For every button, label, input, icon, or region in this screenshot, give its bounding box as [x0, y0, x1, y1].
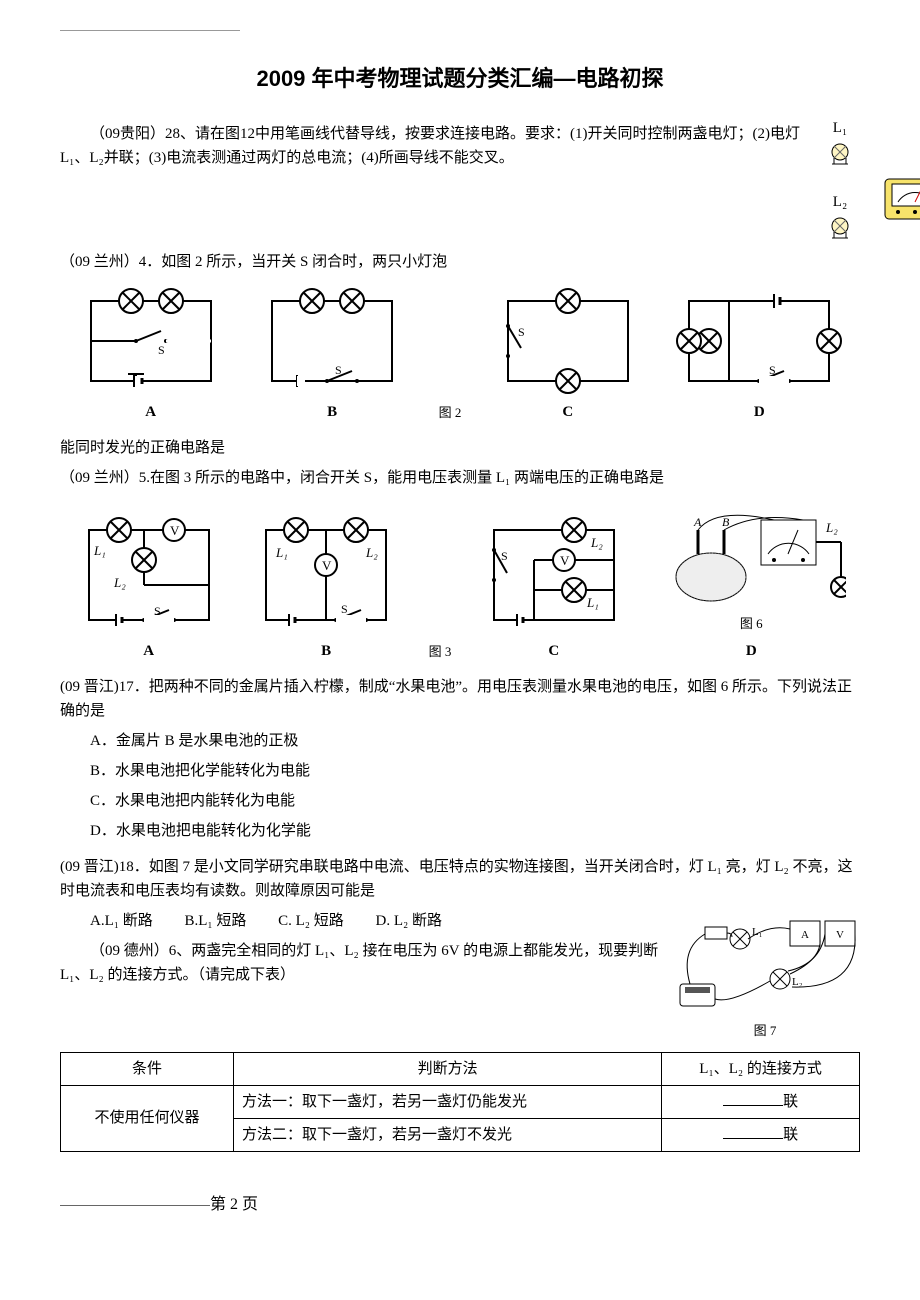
- svg-text:S: S: [158, 343, 165, 357]
- opt3-a: A: [74, 639, 224, 663]
- q3-stem: （09 兰州）5.在图 3 所示的电路中，闭合开关 S，能用电压表测量 L₁ 两…: [60, 466, 860, 490]
- q5-opt-c: C. L₂ 短路: [278, 913, 344, 929]
- svg-text:S: S: [518, 325, 525, 339]
- svg-text:L₂: L₂: [590, 535, 603, 550]
- opt-label-c: C: [493, 400, 643, 424]
- page-footer: 第 2 页: [60, 1192, 860, 1218]
- circuit-d: S D: [674, 286, 844, 424]
- q5-opt-b: B.L₁ 短路: [184, 913, 246, 929]
- svg-text:L₁: L₁: [93, 543, 106, 558]
- label-l2: L₂: [833, 194, 847, 210]
- q6-table: 条件 判断方法 L₁、L₂ 的连接方式 不使用任何仪器 方法一：取下一盏灯，若另…: [60, 1052, 860, 1152]
- q4-opt-b: B．水果电池把化学能转化为电能: [60, 759, 860, 783]
- th-cond: 条件: [61, 1052, 234, 1085]
- bulb-icon: [820, 214, 860, 244]
- opt-label-a: A: [76, 400, 226, 424]
- q2-circuits: S A: [60, 286, 860, 424]
- fig6-label: 图 6: [656, 614, 846, 635]
- q1-components: L₁ L₂: [820, 116, 860, 244]
- svg-text:V: V: [170, 523, 180, 538]
- bulb-icon: [820, 140, 860, 170]
- svg-text:L₂: L₂: [792, 976, 803, 988]
- blank-2[interactable]: [723, 1124, 783, 1139]
- svg-text:L₂: L₂: [365, 545, 378, 560]
- circuit3-a: L₁ V L₂ S A: [74, 515, 224, 663]
- svg-text:S: S: [501, 549, 508, 563]
- circuit-a: S A: [76, 286, 226, 424]
- question-5: (09 晋江)18．如图 7 是小文同学研究串联电路中电流、电压特点的实物连接图…: [60, 849, 860, 1042]
- q4-stem: (09 晋江)17．把两种不同的金属片插入柠檬，制成“水果电池”。用电压表测量水…: [60, 675, 860, 723]
- label-l1: L₁: [833, 120, 847, 136]
- svg-text:S: S: [335, 363, 342, 377]
- opt-label-b: B: [257, 400, 407, 424]
- svg-text:B: B: [722, 515, 730, 529]
- q4-opt-c: C．水果电池把内能转化为电能: [60, 789, 860, 813]
- th-method: 判断方法: [233, 1052, 661, 1085]
- q3-circuits: L₁ V L₂ S A L₁ L₂: [60, 502, 860, 663]
- td-a1: 联: [662, 1085, 860, 1118]
- svg-text:S: S: [341, 602, 348, 616]
- opt3-b: B: [251, 639, 401, 663]
- top-rule: [60, 30, 240, 31]
- footer-text: 第 2 页: [210, 1196, 258, 1213]
- q4-opt-d: D．水果电池把电能转化为化学能: [60, 819, 860, 843]
- fig2-label: 图 2: [439, 403, 462, 424]
- q5-opt-a: A.L₁ 断路: [90, 913, 153, 929]
- td-m1: 方法一：取下一盏灯，若另一盏灯仍能发光: [233, 1085, 661, 1118]
- question-1: L₁ L₂: [60, 116, 860, 244]
- fig7: L₁ L₂ A V 图 7: [670, 909, 860, 1042]
- opt3-d: D: [656, 639, 846, 663]
- q2-stem-b: 能同时发光的正确电路是: [60, 436, 860, 460]
- th-conn: L₁、L₂ 的连接方式: [662, 1052, 860, 1085]
- circuit-c: S C: [493, 286, 643, 424]
- q5-stem: (09 晋江)18．如图 7 是小文同学研究串联电路中电流、电压特点的实物连接图…: [60, 855, 860, 903]
- svg-text:L₂: L₂: [825, 520, 838, 535]
- svg-text:V: V: [322, 558, 332, 573]
- svg-text:V: V: [560, 553, 570, 568]
- circuit3-d-fig6: A B L₂ 图 6 D: [656, 502, 846, 663]
- circuit3-c: L₂ S V L₁ C: [479, 515, 629, 663]
- td-cond: 不使用任何仪器: [61, 1085, 234, 1151]
- blank-1[interactable]: [723, 1091, 783, 1106]
- page-title: 2009 年中考物理试题分类汇编—电路初探: [60, 61, 860, 96]
- q4-opt-a: A．金属片 B 是水果电池的正极: [60, 729, 860, 753]
- svg-text:L₁: L₁: [275, 545, 288, 560]
- circuit-b: S B: [257, 286, 407, 424]
- q1-text: （09贵阳）28、请在图12中用笔画线代替导线，按要求连接电路。要求：(1)开关…: [60, 122, 860, 170]
- q2-stem-a: （09 兰州）4．如图 2 所示，当开关 S 闭合时，两只小灯泡: [60, 250, 860, 274]
- svg-text:S: S: [769, 363, 776, 377]
- td-m2: 方法二：取下一盏灯，若另一盏灯不发光: [233, 1118, 661, 1151]
- circuit3-b: L₁ L₂ V S B: [251, 515, 401, 663]
- svg-text:L₁: L₁: [586, 595, 599, 610]
- td-a2: 联: [662, 1118, 860, 1151]
- svg-text:V: V: [836, 929, 844, 941]
- opt-label-d: D: [674, 400, 844, 424]
- q5-opt-d: D. L₂ 断路: [376, 913, 442, 929]
- svg-text:A: A: [801, 929, 809, 941]
- fig7-label: 图 7: [670, 1021, 860, 1042]
- fig3-label: 图 3: [429, 642, 452, 663]
- opt3-c: C: [479, 639, 629, 663]
- svg-text:L₂: L₂: [113, 575, 126, 590]
